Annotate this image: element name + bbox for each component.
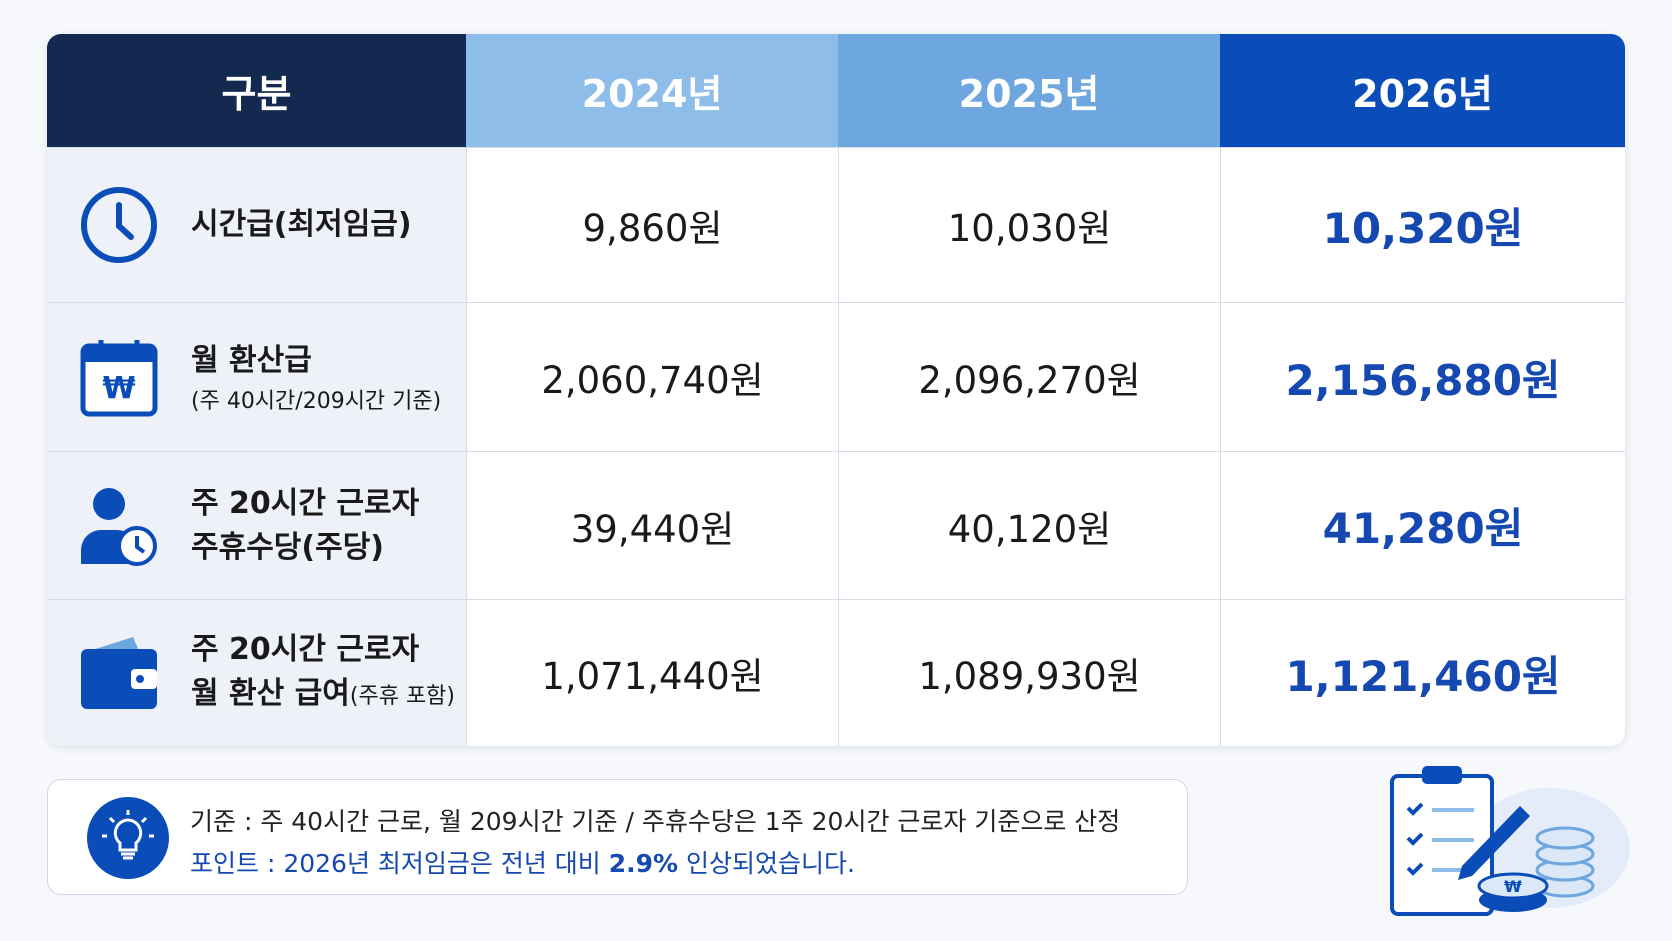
basis-note: 기준 : 주 40시간 근로, 월 209시간 기준 / 주휴수당은 1주 20…: [190, 807, 1121, 836]
point-text: 인상되었습니다.: [678, 849, 855, 878]
cell: 2,096,270원: [838, 302, 1220, 451]
clipboard-illustration: ₩: [1390, 766, 1630, 916]
header-cell: 2025년: [838, 34, 1220, 147]
wallet-icon: [81, 637, 157, 709]
cell: 10,320원: [1220, 147, 1625, 302]
label-line: 주휴수당(주당): [191, 529, 385, 565]
point-text: 포인트 : 2026년 최저임금은 전년 대비: [190, 849, 609, 878]
point-note: 포인트 : 2026년 최저임금은 전년 대비 2.9% 인상되었습니다.: [190, 844, 855, 880]
calendar-icon: ₩: [80, 340, 158, 417]
note-box: 기준 : 주 40시간 근로, 월 209시간 기준 / 주휴수당은 1주 20…: [47, 779, 1188, 895]
label-line: 월 환산급: [191, 343, 312, 378]
header-cell: 구분: [47, 34, 466, 147]
cell: 39,440원: [466, 451, 838, 599]
worker-icon: [81, 487, 157, 566]
row-label: ₩ 월 환산급 (주 40시간/209시간 기준): [47, 302, 466, 451]
cell: 1,071,440원: [466, 599, 838, 746]
svg-text:₩: ₩: [102, 371, 135, 406]
clock-icon: [81, 187, 157, 263]
wage-table: 구분 2024년 2025년 2026년 시간급(최저임금) 9,860원 10…: [47, 34, 1625, 746]
label-line: 주 20시간 근로자: [191, 485, 420, 521]
cell: 10,030원: [838, 147, 1220, 302]
cell: 1,089,930원: [838, 599, 1220, 746]
label-line: 월 환산 급여(주휴 포함): [191, 672, 455, 719]
header-cell: 2026년: [1220, 34, 1625, 147]
bulb-icon: [87, 797, 169, 879]
svg-text:₩: ₩: [1504, 877, 1522, 896]
label-line: 주 20시간 근로자: [191, 631, 420, 667]
label-line: 시간급(최저임금): [191, 207, 412, 242]
header-cell: 2024년: [466, 34, 838, 147]
point-highlight: 2.9%: [608, 849, 679, 878]
label-note: (주 40시간/209시간 기준): [191, 389, 442, 414]
cell: 41,280원: [1220, 451, 1625, 599]
cell: 1,121,460원: [1220, 599, 1625, 746]
label-note: (주휴 포함): [349, 683, 456, 709]
cell: 2,060,740원: [466, 302, 838, 451]
cell: 9,860원: [466, 147, 838, 302]
label-text: 월 환산 급여: [191, 675, 350, 711]
cell: 40,120원: [838, 451, 1220, 599]
row-label: 시간급(최저임금): [47, 147, 466, 302]
cell: 2,156,880원: [1220, 302, 1625, 451]
